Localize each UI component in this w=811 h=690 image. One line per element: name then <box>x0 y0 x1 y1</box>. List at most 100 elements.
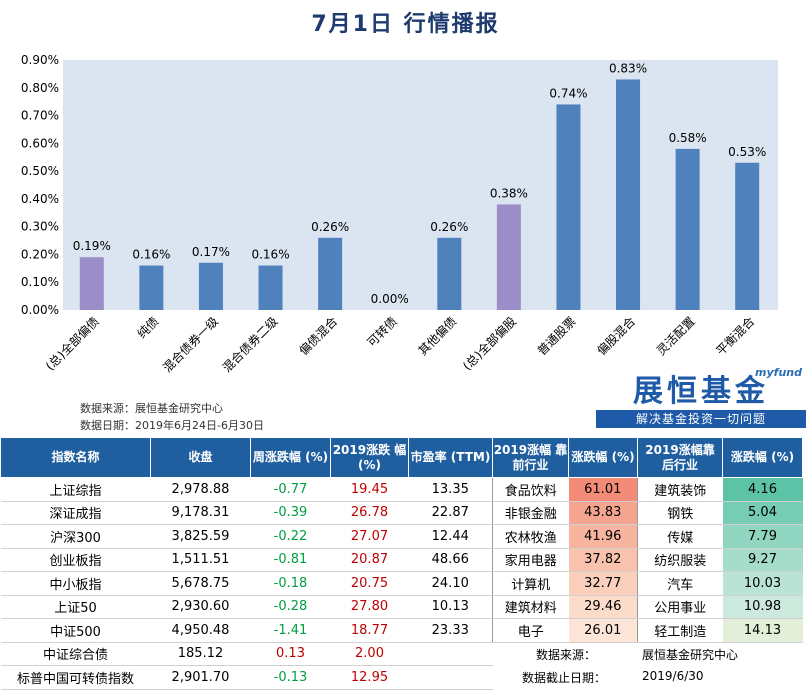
bottom-industry-cell: 汽车 <box>637 571 723 596</box>
table-row: 上证综指 2,978.88 -0.77 19.45 13.35 食品饮料 61.01 建筑装饰… <box>0 477 803 502</box>
plot-area <box>63 60 778 310</box>
x-tick-label: 混合债券二级 <box>219 314 281 376</box>
bar <box>318 237 343 310</box>
x-tick-label: 可转债 <box>364 314 400 350</box>
week-change-cell: -0.77 <box>250 477 331 502</box>
top-industry-cell: 食品饮料 <box>492 477 569 502</box>
x-tick-label: (总)全部偏股 <box>459 314 519 374</box>
y-tick-label: 0.00% <box>21 303 59 317</box>
footer-source-value: 展恒基金研究中心 <box>642 648 739 662</box>
x-tick-label: 纯债 <box>135 314 162 341</box>
bar <box>496 204 521 310</box>
pe-cell: 12.44 <box>408 524 493 549</box>
close-cell: 3,825.59 <box>150 524 251 549</box>
top-industry-cell: 建筑材料 <box>492 595 569 619</box>
index-name-cell: 深证成指 <box>0 501 151 525</box>
top-pct-cell: 29.46 <box>568 595 638 619</box>
week-change-cell: -1.41 <box>250 618 331 643</box>
table-row: 标普中国可转债指数 2,901.70 -0.13 12.95 <box>0 665 803 690</box>
index-name-cell: 上证50 <box>0 595 151 619</box>
bottom-pct-cell: 10.98 <box>722 595 803 619</box>
footer-date-label: 数据截止日期： <box>522 671 607 685</box>
x-tick-label: 偏债混合 <box>296 314 341 359</box>
close-cell: 1,511.51 <box>150 548 251 572</box>
ytd-change-cell: 27.80 <box>330 595 409 619</box>
pe-cell: 48.66 <box>408 548 493 572</box>
ytd-change-cell: 27.07 <box>330 524 409 549</box>
ytd-change-cell: 19.45 <box>330 477 409 502</box>
header-top-pct: 涨跌幅 (%) <box>568 437 638 478</box>
logo-slogan: 解决基金投资一切问题 <box>596 410 806 428</box>
table-row: 中证500 4,950.48 -1.41 18.77 23.33 电子 26.01 轻工制造 1… <box>0 618 803 643</box>
header-close: 收盘 <box>150 437 251 478</box>
close-cell: 2,901.70 <box>150 665 251 690</box>
bar <box>556 104 581 310</box>
bar <box>735 162 760 310</box>
index-name-cell: 中证综合债 <box>0 642 151 666</box>
week-change-cell: -0.39 <box>250 501 331 525</box>
table-row: 沪深300 3,825.59 -0.22 27.07 12.44 农林牧渔 41.96 传媒 7… <box>0 524 803 549</box>
x-tick-label: 平衡混合 <box>713 314 758 359</box>
pe-cell: 23.33 <box>408 618 493 643</box>
index-name-cell: 创业板指 <box>0 548 151 572</box>
ytd-change-cell: 20.87 <box>330 548 409 572</box>
pe-cell: 13.35 <box>408 477 493 502</box>
bar-value-label: 0.74% <box>549 86 587 100</box>
close-cell: 4,950.48 <box>150 618 251 643</box>
bottom-industry-cell: 纺织服装 <box>637 548 723 572</box>
index-name-cell: 标普中国可转债指数 <box>0 665 151 690</box>
bar-value-label: 0.16% <box>132 248 170 262</box>
market-table: 指数名称 收盘 周涨跌幅 (%) 2019涨跌 幅 (%) 市盈率 (TTM) … <box>0 437 803 690</box>
myfund-logo: myfund 展恒基金 解决基金投资一切问题 <box>594 366 808 432</box>
close-cell: 2,930.60 <box>150 595 251 619</box>
top-pct-cell: 41.96 <box>568 524 638 549</box>
bottom-pct-cell: 5.04 <box>722 501 803 525</box>
bottom-pct-cell: 10.03 <box>722 571 803 596</box>
pe-cell: 24.10 <box>408 571 493 596</box>
bar-value-label: 0.58% <box>669 131 707 145</box>
footer-date-value: 2019/6/30 <box>642 669 704 683</box>
ytd-change-cell: 12.95 <box>330 665 409 690</box>
x-tick-label: (总)全部偏债 <box>42 314 102 374</box>
y-tick-label: 0.60% <box>21 136 59 150</box>
top-industry-cell: 农林牧渔 <box>492 524 569 549</box>
footer-source-label: 数据来源： <box>536 648 597 662</box>
x-tick-label: 普通股票 <box>535 314 579 358</box>
bottom-pct-cell: 7.79 <box>722 524 803 549</box>
page-title: 7月1日 行情播报 <box>311 12 500 37</box>
header-index-name: 指数名称 <box>0 437 151 478</box>
bar <box>675 148 700 310</box>
index-name-cell: 中证500 <box>0 618 151 643</box>
pe-cell: 22.87 <box>408 501 493 525</box>
bar <box>258 265 283 310</box>
bar-value-label: 0.26% <box>430 220 468 234</box>
y-tick-label: 0.70% <box>21 109 59 123</box>
table-row: 中证综合债 185.12 0.13 2.00 <box>0 642 803 666</box>
bottom-industry-cell: 公用事业 <box>637 595 723 619</box>
bottom-pct-cell: 14.13 <box>722 618 803 643</box>
close-cell: 9,178.31 <box>150 501 251 525</box>
table-row: 上证50 2,930.60 -0.28 27.80 10.13 建筑材料 29.46 公用事业… <box>0 595 803 619</box>
bar <box>139 265 164 310</box>
week-change-cell: -0.81 <box>250 548 331 572</box>
ytd-change-cell: 2.00 <box>330 642 409 666</box>
table-row: 创业板指 1,511.51 -0.81 20.87 48.66 家用电器 37.82 纺织服装… <box>0 548 803 572</box>
y-tick-label: 0.40% <box>21 192 59 206</box>
week-change-cell: 0.13 <box>250 642 331 666</box>
top-industry-cell: 非银金融 <box>492 501 569 525</box>
top-industry-cell: 家用电器 <box>492 548 569 572</box>
pe-cell <box>408 642 493 666</box>
y-tick-label: 0.90% <box>21 53 59 67</box>
close-cell: 2,978.88 <box>150 477 251 502</box>
top-pct-cell: 26.01 <box>568 618 638 643</box>
y-tick-label: 0.20% <box>21 247 59 261</box>
pe-cell <box>408 665 493 690</box>
header-week-change: 周涨跌幅 (%) <box>250 437 331 478</box>
bar-value-label: 0.17% <box>192 245 230 259</box>
x-tick-label: 混合债券一级 <box>160 314 222 376</box>
table-row: 中小板指 5,678.75 -0.18 20.75 24.10 计算机 32.77 汽车 10.… <box>0 571 803 596</box>
top-industry-cell: 电子 <box>492 618 569 643</box>
top-pct-cell: 37.82 <box>568 548 638 572</box>
bar-value-label: 0.83% <box>609 61 647 75</box>
week-change-cell: -0.18 <box>250 571 331 596</box>
